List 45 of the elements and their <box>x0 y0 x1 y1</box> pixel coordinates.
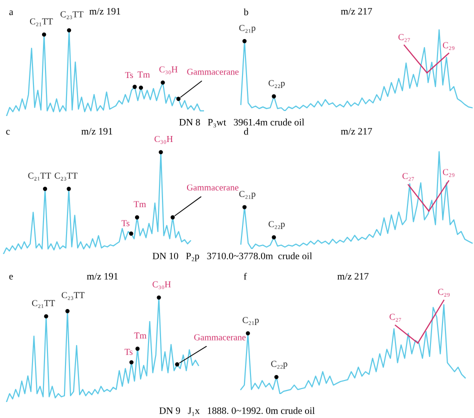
annotation: C₂₃TT <box>60 11 84 20</box>
annotation: DN 10 P₂p 3710.0~3778.0m crude oil <box>152 252 312 262</box>
annotation: Tm <box>138 72 150 78</box>
annotation: C₂₂p <box>268 221 285 229</box>
annotation: Ts <box>124 348 133 355</box>
annotation: C₂₉ <box>442 169 454 177</box>
annotation: Ts <box>125 72 134 78</box>
annotation: C₃₀H <box>152 281 171 290</box>
text: e <box>9 274 13 280</box>
text: a <box>9 10 14 16</box>
text: DN 9 J₁x 1888. 0~1992. 0m crude oil <box>159 407 315 416</box>
annotation: C₂₂p <box>271 360 288 369</box>
annotation: C₂₁p <box>239 190 256 199</box>
chart-title: m/z 191 <box>86 273 118 280</box>
text: c <box>6 130 10 135</box>
chart-title: m/z 217 <box>337 273 369 280</box>
text: DN 8 P₃wt 3961.4m crude oil <box>179 118 304 128</box>
annotation: C₂₁TT <box>28 172 52 180</box>
chart-title: m/z 217 <box>340 8 372 15</box>
annotation: C₂₃TT <box>62 292 85 300</box>
annotation: C₃₀H <box>159 66 178 74</box>
annotation: C₂₁TT <box>30 18 53 26</box>
annotation: C₃₀H <box>154 136 173 144</box>
annotation: Ts <box>122 220 130 226</box>
annotation: C₂₇ <box>398 34 410 42</box>
annotation: C₂₂p <box>268 80 285 88</box>
annotation: Gammacerane <box>187 68 239 75</box>
annotation: Tm <box>134 332 146 338</box>
annotation: C₂₉ <box>442 42 454 50</box>
text: b <box>244 8 248 16</box>
annotation: C₂₁p <box>239 24 256 33</box>
annotation: Gammacerane <box>194 334 246 340</box>
annotation: C₂₇ <box>390 314 402 322</box>
chart-title: m/z 217 <box>340 128 372 135</box>
chart-title: m/z 191 <box>81 128 112 135</box>
annotation: C₂₇ <box>402 172 414 181</box>
annotation: C₂₃TT <box>54 172 78 180</box>
annotation: Gammacerane <box>186 184 238 191</box>
chart-title: m/z 191 <box>89 8 120 15</box>
text: f <box>244 272 247 280</box>
annotation: C₂₁p <box>242 317 259 325</box>
text: d <box>244 128 248 135</box>
annotation: C₂₁TT <box>32 300 55 308</box>
annotation: Tm <box>134 201 146 208</box>
text: C₂₉ <box>438 288 450 297</box>
